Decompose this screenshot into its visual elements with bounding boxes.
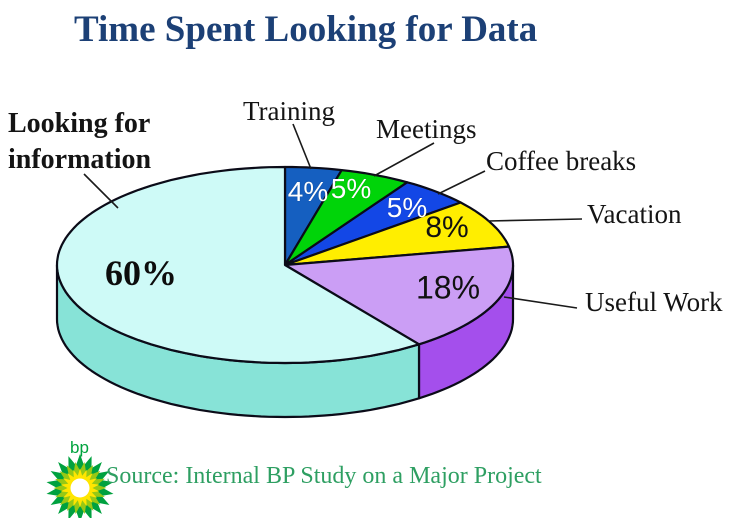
pct-label-training: 4% [287, 176, 329, 207]
callout-line-looking-for-information [83, 173, 119, 209]
callout-line-vacation [487, 218, 583, 222]
pct-label-useful-work: 18% [415, 269, 481, 306]
callout-line-training [292, 123, 312, 170]
slice-label-training: Training [243, 96, 336, 126]
pie-slice-vacation [283, 201, 511, 267]
pie-slice-coffee-breaks [283, 181, 462, 267]
slice-label-coffee-breaks: Coffee breaks [486, 146, 637, 176]
pct-label-coffee-breaks: 5% [386, 192, 428, 223]
page-title: Time Spent Looking for Data [74, 9, 538, 50]
pct-label-vacation: 8% [425, 211, 469, 244]
bp-logo-text: bp [70, 438, 89, 457]
pct-label-looking-for-information: 60% [105, 253, 177, 293]
slice-label-meetings: Meetings [376, 114, 477, 144]
pct-label-meetings: 5% [330, 173, 372, 204]
callout-line-meetings [373, 142, 435, 177]
bp-helios-icon [46, 454, 114, 518]
slice-label-useful-work: Useful Work [585, 287, 723, 317]
pie-slice-useful-work [283, 245, 515, 346]
slice-label-vacation: Vacation [587, 199, 682, 229]
callout-line-coffee-breaks [437, 170, 486, 195]
pie-slice-looking-for-information [55, 165, 421, 365]
source-note: Source: Internal BP Study on a Major Pro… [106, 463, 542, 489]
callout-line-useful-work [503, 296, 578, 309]
slice-label-looking-for-information: Looking for information [8, 108, 152, 175]
